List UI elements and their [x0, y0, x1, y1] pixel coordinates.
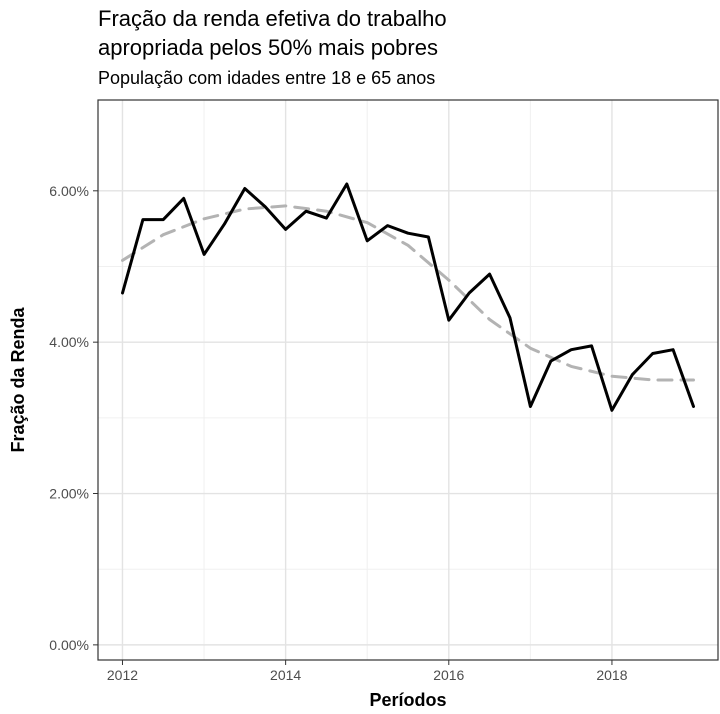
series-group	[121, 182, 695, 412]
y-tick-label: 4.00%	[49, 334, 89, 350]
chart-subtitle: População com idades entre 18 e 65 anos	[98, 68, 436, 88]
x-axis-title: Períodos	[369, 690, 446, 710]
plot-background	[98, 100, 718, 660]
y-tick-label: 6.00%	[49, 183, 89, 199]
y-axis-title: Fração da Renda	[8, 306, 28, 452]
plot-border	[97, 99, 719, 661]
chart-title: Fração da renda efetiva do trabalho apro…	[98, 6, 447, 60]
trend-line-dashed	[121, 204, 695, 382]
x-tick-label: 2012	[107, 667, 138, 683]
x-tick-label: 2018	[596, 667, 627, 683]
x-tick-label: 2016	[433, 667, 464, 683]
x-tick-label: 2014	[270, 667, 301, 683]
gridlines	[98, 100, 718, 660]
axis-ticks: 2012 2014 2016 2018 0.00% 2.00% 4.00% 6.00%	[49, 183, 627, 683]
y-tick-label: 2.00%	[49, 486, 89, 502]
y-tick-label: 0.00%	[49, 637, 89, 653]
series-line	[121, 182, 695, 412]
